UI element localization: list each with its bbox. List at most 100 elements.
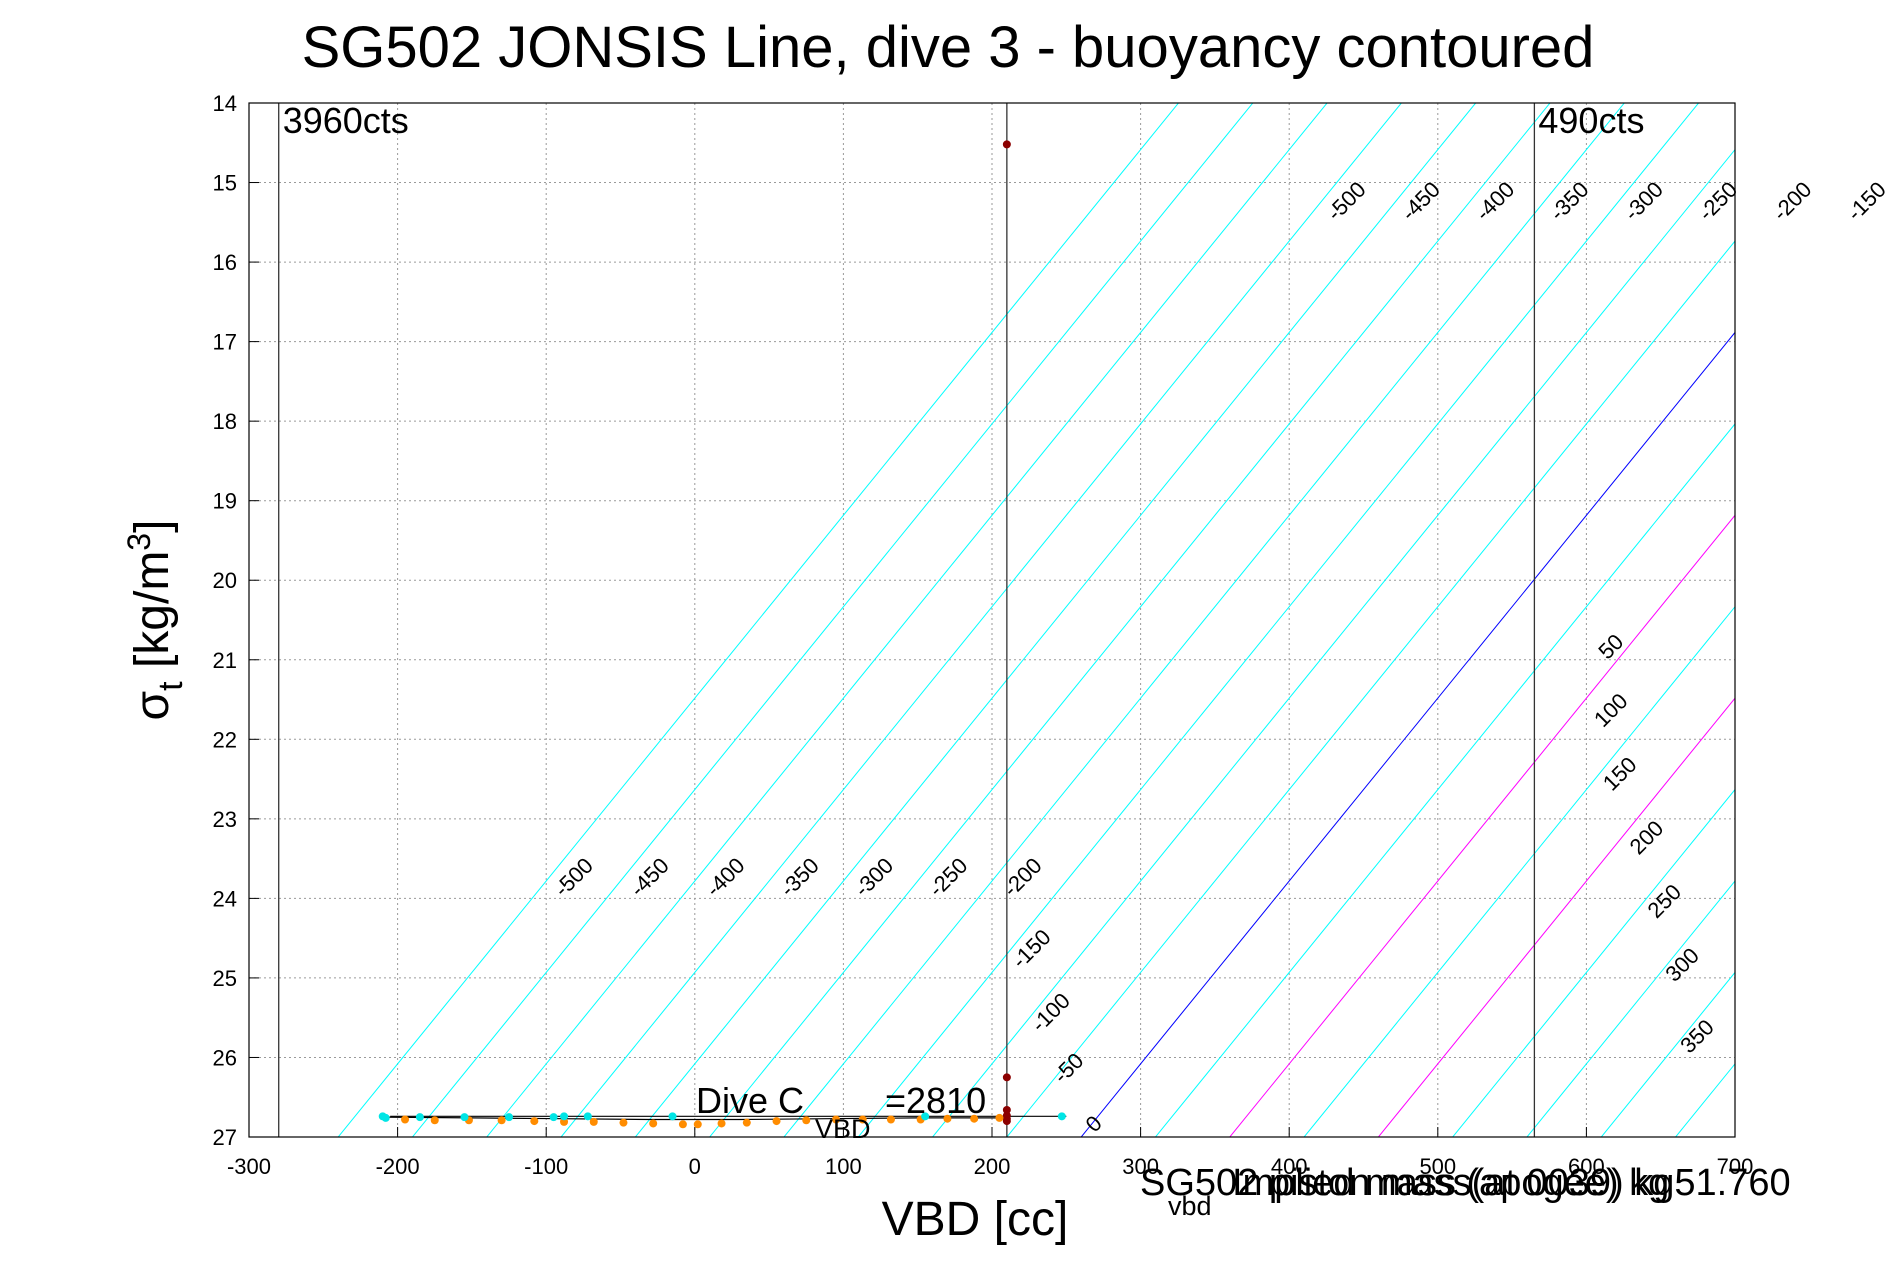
data-point [381, 1113, 390, 1122]
data-point [649, 1119, 658, 1128]
axis-ticks: -300 -200 -100 0 100 200 300 400 500 600 700 14 15 16… [213, 91, 1754, 1179]
grid-lines [249, 103, 1735, 1137]
data-point [560, 1117, 569, 1126]
x-tick-label: 100 [825, 1154, 862, 1179]
buoyancy-contours [337, 103, 1735, 1137]
chart-title: SG502 JONSIS Line, dive 3 - buoyancy con… [302, 15, 1595, 80]
data-point [831, 1115, 840, 1124]
contour-line [486, 103, 1328, 1137]
contour-line [560, 103, 1403, 1137]
data-point [943, 1114, 952, 1123]
contour-line [931, 148, 1735, 1137]
data-point [886, 1115, 895, 1124]
data-point [583, 1112, 592, 1121]
y-tick-label: 20 [213, 568, 237, 593]
y-axis-label-close: ] [126, 520, 179, 533]
data-point [717, 1119, 726, 1128]
dive-c-annotation: Dive C [696, 1080, 804, 1121]
contour-line [1229, 514, 1735, 1137]
contour-line [1303, 605, 1735, 1137]
data-point [549, 1113, 558, 1122]
contour-line [1600, 971, 1735, 1137]
x-tick-label: -200 [376, 1154, 420, 1179]
y-axis-label-subscript: t [152, 681, 190, 691]
data-point [995, 1113, 1004, 1122]
contour-line [1080, 331, 1735, 1137]
dive-c-value: =2810 [885, 1080, 986, 1121]
reference-lines: 3960cts 490cts [278, 100, 1644, 1137]
annotations: Dive C VBD =2810 vbd SG502 piston mass(a… [696, 1080, 1791, 1221]
y-tick-label: 23 [213, 807, 237, 832]
y-axis-label: σt [kg/m3] [121, 520, 190, 721]
data-point [668, 1112, 677, 1121]
data-point [530, 1117, 539, 1126]
data-series [378, 140, 1067, 1129]
data-point [430, 1116, 439, 1125]
data-point [742, 1118, 751, 1127]
dive-c-subscript: VBD [815, 1114, 871, 1144]
data-point [619, 1118, 628, 1127]
x-tick-label: 600 [1568, 1154, 1605, 1179]
y-axis-label-unit: [kg/m [126, 551, 179, 682]
contour-line [1006, 240, 1735, 1137]
y-tick-label: 14 [213, 91, 237, 116]
data-point [772, 1117, 781, 1126]
data-point [1057, 1112, 1066, 1121]
data-point [497, 1116, 506, 1125]
y-tick-label: 22 [213, 727, 237, 752]
data-point [858, 1115, 867, 1124]
data-point [678, 1120, 687, 1129]
data-point [1002, 1117, 1011, 1126]
data-point [460, 1113, 469, 1122]
y-tick-label: 21 [213, 648, 237, 673]
data-point [1002, 1073, 1011, 1082]
y-tick-label: 17 [213, 330, 237, 355]
data-point [970, 1114, 979, 1123]
vbd-subscript: vbd [1168, 1191, 1212, 1221]
dive-c-prefix: Dive C [696, 1080, 804, 1121]
x-tick-label: 700 [1717, 1154, 1754, 1179]
x-axis-label: VBD [cc] [882, 1193, 1069, 1246]
contour-label: -150 [1842, 177, 1891, 226]
y-axis-label-superscript: 3 [121, 533, 157, 551]
contour-line [1154, 423, 1735, 1137]
x-tick-label: -100 [524, 1154, 568, 1179]
contour-line [634, 103, 1477, 1137]
x-tick-label: 400 [1271, 1154, 1308, 1179]
x-tick-label: 200 [974, 1154, 1011, 1179]
data-point [1002, 140, 1011, 149]
data-point [505, 1113, 514, 1122]
contour-line [337, 103, 1180, 1137]
data-point [560, 1112, 569, 1121]
y-axis-label-symbol: σ [126, 691, 179, 721]
data-point [401, 1115, 410, 1124]
plot-area: 3960cts 490cts -500 -450 -400 -350 -300 -250 -2… [213, 91, 1891, 1179]
data-point [693, 1120, 702, 1129]
x-tick-label: 0 [689, 1154, 701, 1179]
piston-mass-annotation: SG502 piston mass(at 0039) kg51.760 [1140, 1162, 1791, 1204]
x-tick-label: -300 [227, 1154, 271, 1179]
contour-label: -200 [1768, 177, 1817, 226]
vbd-trace-line [382, 1116, 1007, 1121]
y-tick-label: 26 [213, 1045, 237, 1070]
contour-line [1452, 788, 1735, 1137]
y-tick-label: 24 [213, 886, 237, 911]
y-tick-label: 18 [213, 409, 237, 434]
implied-mass-annotation: Implied mass (apogee) kg [1232, 1162, 1669, 1204]
contour-line [411, 103, 1254, 1137]
contour-line [709, 103, 1551, 1137]
y-tick-label: 16 [213, 250, 237, 275]
contour-line [783, 103, 1625, 1137]
data-point [589, 1117, 598, 1126]
data-point [802, 1116, 811, 1125]
y-tick-label: 19 [213, 489, 237, 514]
data-point [1002, 1105, 1011, 1114]
data-point [921, 1112, 930, 1121]
y-tick-label: 27 [213, 1125, 237, 1150]
count-label: 3960cts [283, 100, 409, 141]
x-tick-label: 500 [1419, 1154, 1456, 1179]
contour-line [1526, 880, 1735, 1137]
y-tick-label: 15 [213, 171, 237, 196]
y-tick-label: 25 [213, 966, 237, 991]
